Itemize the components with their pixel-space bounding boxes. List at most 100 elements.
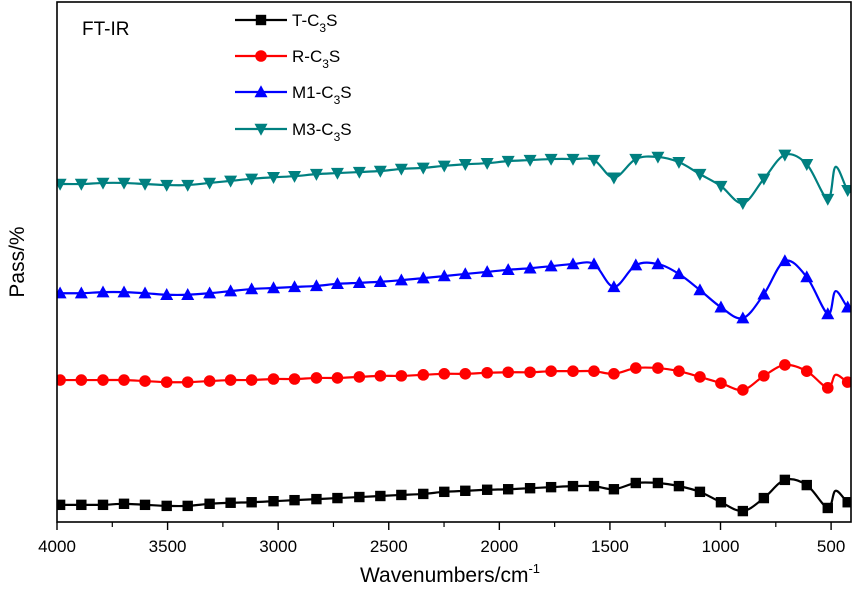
data-point [715, 377, 727, 389]
legend-marker [254, 85, 268, 98]
data-point [778, 254, 792, 267]
data-point [416, 271, 430, 284]
data-point [373, 275, 387, 287]
x-tick-label: 2500 [370, 537, 408, 556]
series-line [57, 259, 851, 320]
data-point [76, 499, 87, 511]
data-point [757, 173, 771, 186]
data-point [842, 497, 851, 508]
data-point [544, 153, 558, 166]
data-point [417, 369, 430, 381]
series-line [57, 363, 851, 392]
legend-label-end: S [326, 11, 337, 30]
legend-label-subscript: 3 [334, 93, 341, 107]
x-axis-ticks: 4000 3500 3000 2500 2000 1500 1000 500 [38, 522, 845, 556]
data-point [673, 365, 685, 378]
data-point [267, 281, 281, 294]
legend-label-end: S [340, 83, 351, 102]
data-point [501, 155, 515, 168]
data-point [481, 484, 493, 495]
legend-label-end: S [329, 47, 340, 66]
data-point [203, 375, 216, 387]
series-line [57, 153, 851, 205]
legend-label-subscript: 3 [334, 130, 341, 144]
x-tick-label: 3500 [149, 537, 187, 556]
data-point [480, 158, 494, 170]
data-point [330, 167, 344, 180]
data-point [437, 160, 451, 173]
legend-label: M3-C3S [292, 120, 352, 144]
x-axis-title-superscript: -1 [528, 561, 540, 576]
data-point [480, 265, 494, 278]
data-point [629, 258, 643, 271]
data-point [821, 193, 835, 206]
data-point [354, 491, 365, 503]
data-point [800, 159, 814, 171]
data-point [458, 159, 472, 171]
data-point [694, 371, 706, 383]
data-point [714, 300, 728, 313]
y-axis-title: Pass/% [6, 226, 29, 297]
data-point [224, 175, 238, 188]
legend-marker [255, 14, 267, 26]
data-point [374, 370, 387, 382]
data-point [630, 477, 642, 489]
data-point [458, 267, 472, 280]
data-point [608, 484, 620, 495]
x-tick-label: 1000 [702, 537, 740, 556]
data-point [246, 497, 257, 508]
x-tick-label: 2000 [480, 537, 518, 556]
data-point [779, 474, 791, 486]
data-point [437, 269, 451, 282]
data-point [245, 374, 258, 386]
data-point [181, 376, 194, 388]
data-point [352, 276, 366, 288]
data-point [502, 366, 514, 379]
data-point [629, 153, 643, 166]
data-point [331, 372, 344, 384]
data-point [588, 365, 600, 378]
data-point [138, 178, 152, 191]
data-point [779, 359, 791, 371]
data-point [607, 172, 621, 185]
data-point [353, 371, 366, 383]
data-point [736, 198, 750, 210]
x-tick-label: 1500 [591, 537, 629, 556]
legend-item: M1-C3S [235, 83, 352, 107]
data-point [203, 177, 217, 190]
data-point [588, 480, 600, 492]
data-point [245, 173, 259, 186]
data-point [693, 168, 707, 181]
data-point [160, 288, 174, 300]
data-point [394, 163, 408, 176]
data-point [139, 499, 151, 511]
data-point [117, 285, 131, 298]
data-point [439, 486, 450, 498]
data-point [311, 493, 322, 505]
data-point [778, 149, 792, 162]
data-point [57, 499, 66, 511]
legend-marker [255, 50, 267, 62]
data-point [138, 286, 152, 299]
data-point [97, 499, 109, 511]
legend-item: T-C3S [235, 11, 337, 35]
data-point [117, 177, 131, 190]
data-point [502, 484, 514, 495]
data-point [225, 497, 236, 508]
data-point [672, 156, 686, 169]
data-point [57, 374, 66, 386]
data-point [267, 172, 281, 184]
x-axis-title-main: Wavenumbers/cm [360, 564, 528, 587]
data-point [416, 162, 430, 175]
data-point [118, 498, 130, 509]
data-point [821, 382, 834, 394]
series-layer [57, 149, 851, 517]
data-point [288, 280, 302, 293]
data-point [524, 483, 536, 494]
data-point [459, 368, 472, 380]
legend-label: M1-C3S [292, 83, 352, 107]
legend-label-subscript: 3 [319, 21, 326, 35]
data-point [181, 179, 195, 192]
